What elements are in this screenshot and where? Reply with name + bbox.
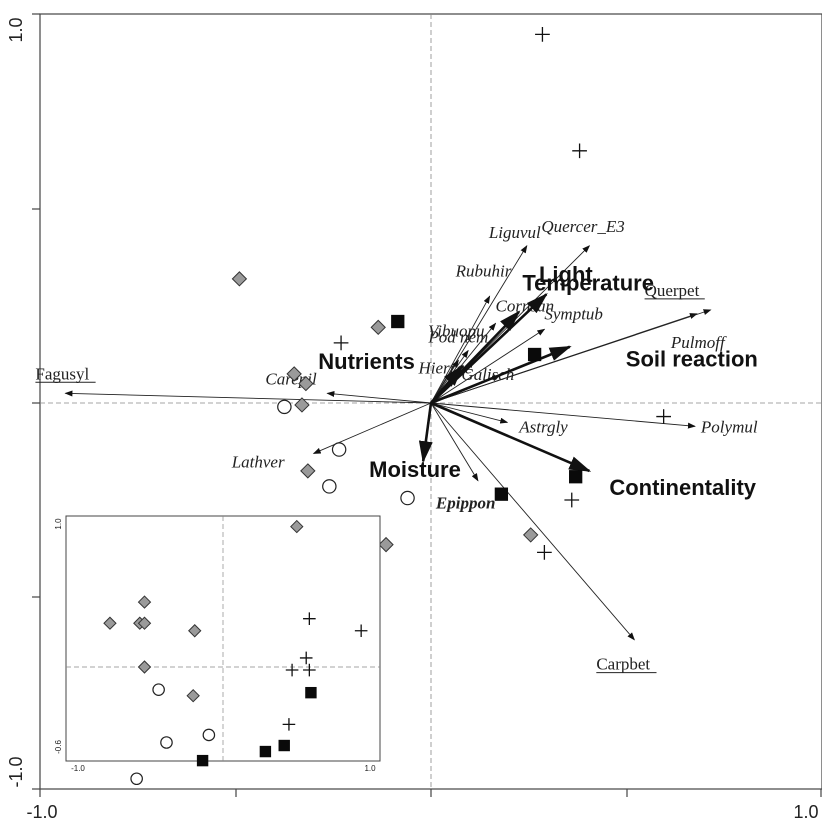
sample-gray-diamond [290,519,304,534]
inset-plot: 1.0 -0.6 -1.0 1.0 [54,515,381,786]
inset-sample-points [103,519,368,786]
species-label: Astrgly [518,417,568,436]
sample-gray-diamond [378,536,394,553]
sample-plus [564,492,580,508]
y-tick-label-min: -1.0 [6,756,26,787]
species-arrow [430,402,479,482]
env-arrow [430,345,572,405]
species-label: Epippon [435,494,496,513]
sample-open-circle [160,736,173,749]
sample-gray-diamond [300,463,316,479]
sample-black-square [196,754,209,767]
species-label: Querpet [645,281,700,300]
species-arrow [430,402,509,424]
sample-plus [354,624,368,638]
species-label: Lathver [231,452,285,471]
species-arrow [326,390,432,404]
x-tick-label-min: -1.0 [26,802,57,822]
sample-points [231,27,671,560]
sample-plus [299,651,313,665]
species-label: Polymul [700,417,758,436]
species-arrows: Liguvul Quercer_E3RubuhirCornsanSymptubVi… [35,217,758,674]
env-arrow [418,402,433,464]
species-label: Pod nem [427,327,488,346]
sample-gray-diamond [298,375,314,392]
sample-open-circle [277,399,292,415]
inset-y-tick-label-min: -0.6 [54,740,63,754]
sample-open-circle [331,442,347,457]
env-label: Soil reaction [626,347,758,372]
species-label: Carpbet [596,655,650,674]
inset-x-tick-label-min: -1.0 [71,764,85,773]
sample-gray-diamond [137,660,152,674]
env-label: Nutrients [318,349,415,374]
species-label: Quercer_E3 [541,217,624,236]
species-label: Liguvul [488,223,541,242]
sample-gray-diamond [103,616,117,630]
sample-plus [282,718,296,731]
species-label: Fagusyl [35,364,89,383]
sample-plus [303,663,316,677]
env-label: Moisture [369,457,461,482]
species-label: Rubuhir [455,261,512,280]
sample-gray-diamond [188,624,202,638]
species-label: Symptub [544,304,603,323]
inset-x-tick-label-max: 1.0 [364,764,376,773]
sample-open-circle [130,772,143,786]
sample-black-square [278,739,290,752]
sample-plus [285,663,299,677]
sample-black-square [569,470,583,484]
sample-open-circle [202,728,216,742]
sample-plus [572,143,587,159]
inset-y-tick-label-max: 1.0 [54,518,63,530]
sample-plus [535,27,550,42]
species-arrow [64,390,432,404]
sample-plus [303,612,316,625]
sample-gray-diamond [294,397,310,413]
sample-open-circle [400,490,415,506]
sample-black-square [259,745,272,758]
env-label: Continentality [609,475,756,500]
y-tick-label-max: 1.0 [6,17,26,42]
species-label: Pulmoff [670,333,727,352]
sample-gray-diamond [370,319,386,336]
sample-open-circle [322,479,337,494]
axis-ticks [32,13,822,797]
species-arrow [430,328,546,404]
sample-black-square [305,686,317,699]
sample-gray-diamond [286,366,302,382]
sample-gray-diamond [137,616,152,630]
sample-gray-diamond [186,688,200,703]
species-arrow [430,402,696,429]
species-arrow [430,402,635,641]
env-label: Light [539,262,593,287]
sample-plus [537,545,552,560]
env-label: Temperature [522,270,654,295]
sample-gray-diamond [231,271,248,287]
x-tick-label-max: 1.0 [793,802,818,822]
sample-plus [333,335,349,351]
sample-open-circle [152,683,165,696]
sample-black-square [494,487,509,501]
species-arrow [430,295,491,404]
sample-plus [656,409,671,424]
env-arrow [430,364,464,404]
sample-gray-diamond [522,527,539,543]
sample-black-square [527,347,542,362]
sample-gray-diamond [137,595,152,609]
species-arrow [312,402,432,454]
species-label: Vibuopu [428,322,484,341]
sample-black-square [391,314,405,329]
env-arrow [430,401,592,473]
